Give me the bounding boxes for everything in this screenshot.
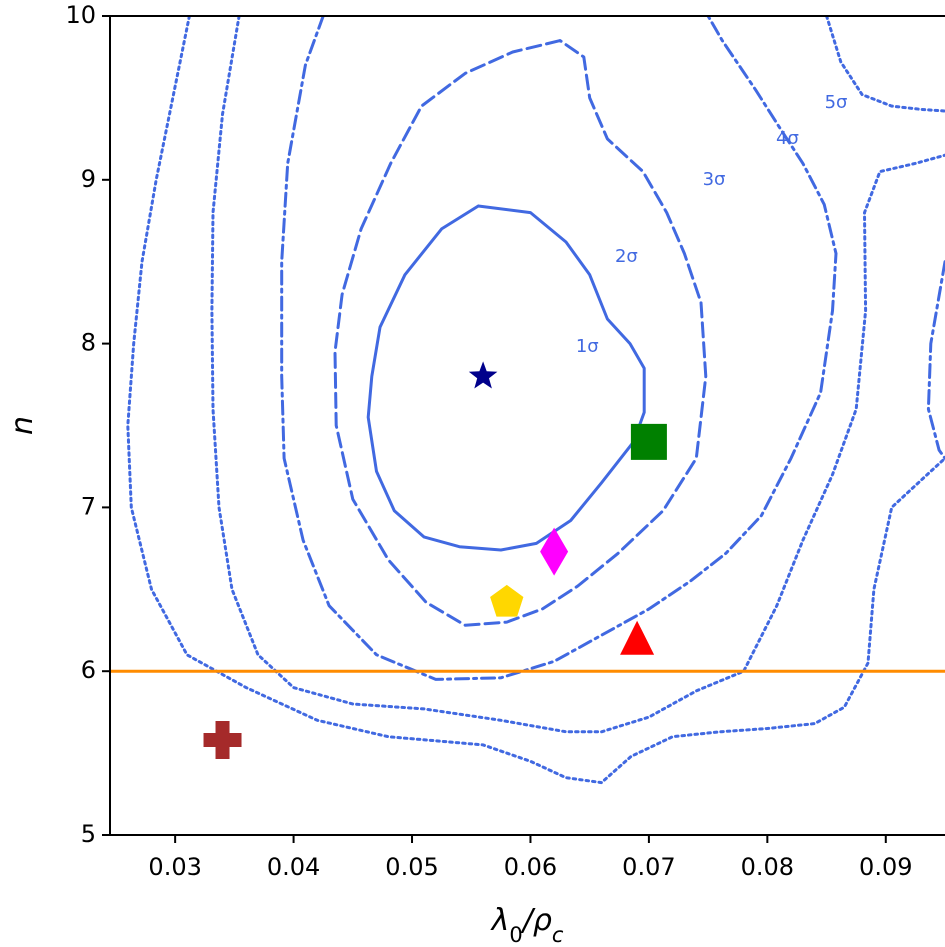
x-tick-label: 0.07 [622, 853, 675, 881]
contour-label-1sigma: 1σ [576, 336, 599, 357]
contour-label-2sigma: 2σ [615, 246, 638, 267]
y-tick-label: 8 [81, 329, 96, 357]
x-tick-label: 0.09 [859, 853, 912, 881]
y-tick-label: 9 [81, 165, 96, 193]
contour-3sigma [280, 16, 838, 681]
data-markers [203, 361, 667, 759]
y-tick-label: 10 [65, 1, 96, 29]
pentagon-marker [490, 584, 524, 617]
contour-label-4sigma: 4σ [776, 128, 799, 149]
y-axis-label: n [5, 416, 40, 435]
contour-5sigma [126, 16, 945, 785]
x-tick-label: 0.08 [741, 853, 794, 881]
y-tick-label: 7 [81, 492, 96, 520]
contour-labels: 1σ 2σ 3σ 4σ 5σ [576, 92, 848, 357]
x-tick-label: 0.04 [267, 853, 320, 881]
x-tick-label: 0.06 [504, 853, 557, 881]
square-marker [630, 423, 667, 460]
contour-label-5sigma: 5σ [825, 92, 848, 113]
contour-label-3sigma: 3σ [703, 169, 726, 190]
plus-marker [203, 720, 242, 759]
contour-extra-5 [825, 16, 945, 113]
diamond-marker [540, 527, 569, 576]
y-tick-label: 5 [81, 820, 96, 848]
x-tick-label: 0.03 [148, 853, 201, 881]
x-axis-label: λ0/ρc [490, 903, 564, 947]
contour-4sigma [210, 16, 945, 734]
axes: 0.03 0.04 0.05 0.06 0.07 0.08 0.09 5 6 7 8 9 10 [65, 1, 945, 881]
contour-extra-6 [926, 260, 945, 460]
star-marker [468, 361, 498, 389]
y-tick-label: 6 [81, 656, 96, 684]
contour-lines [126, 16, 945, 785]
x-tick-label: 0.05 [385, 853, 438, 881]
triangle-marker [620, 620, 655, 655]
contour-2sigma [333, 39, 708, 627]
contour-1sigma [366, 204, 646, 552]
